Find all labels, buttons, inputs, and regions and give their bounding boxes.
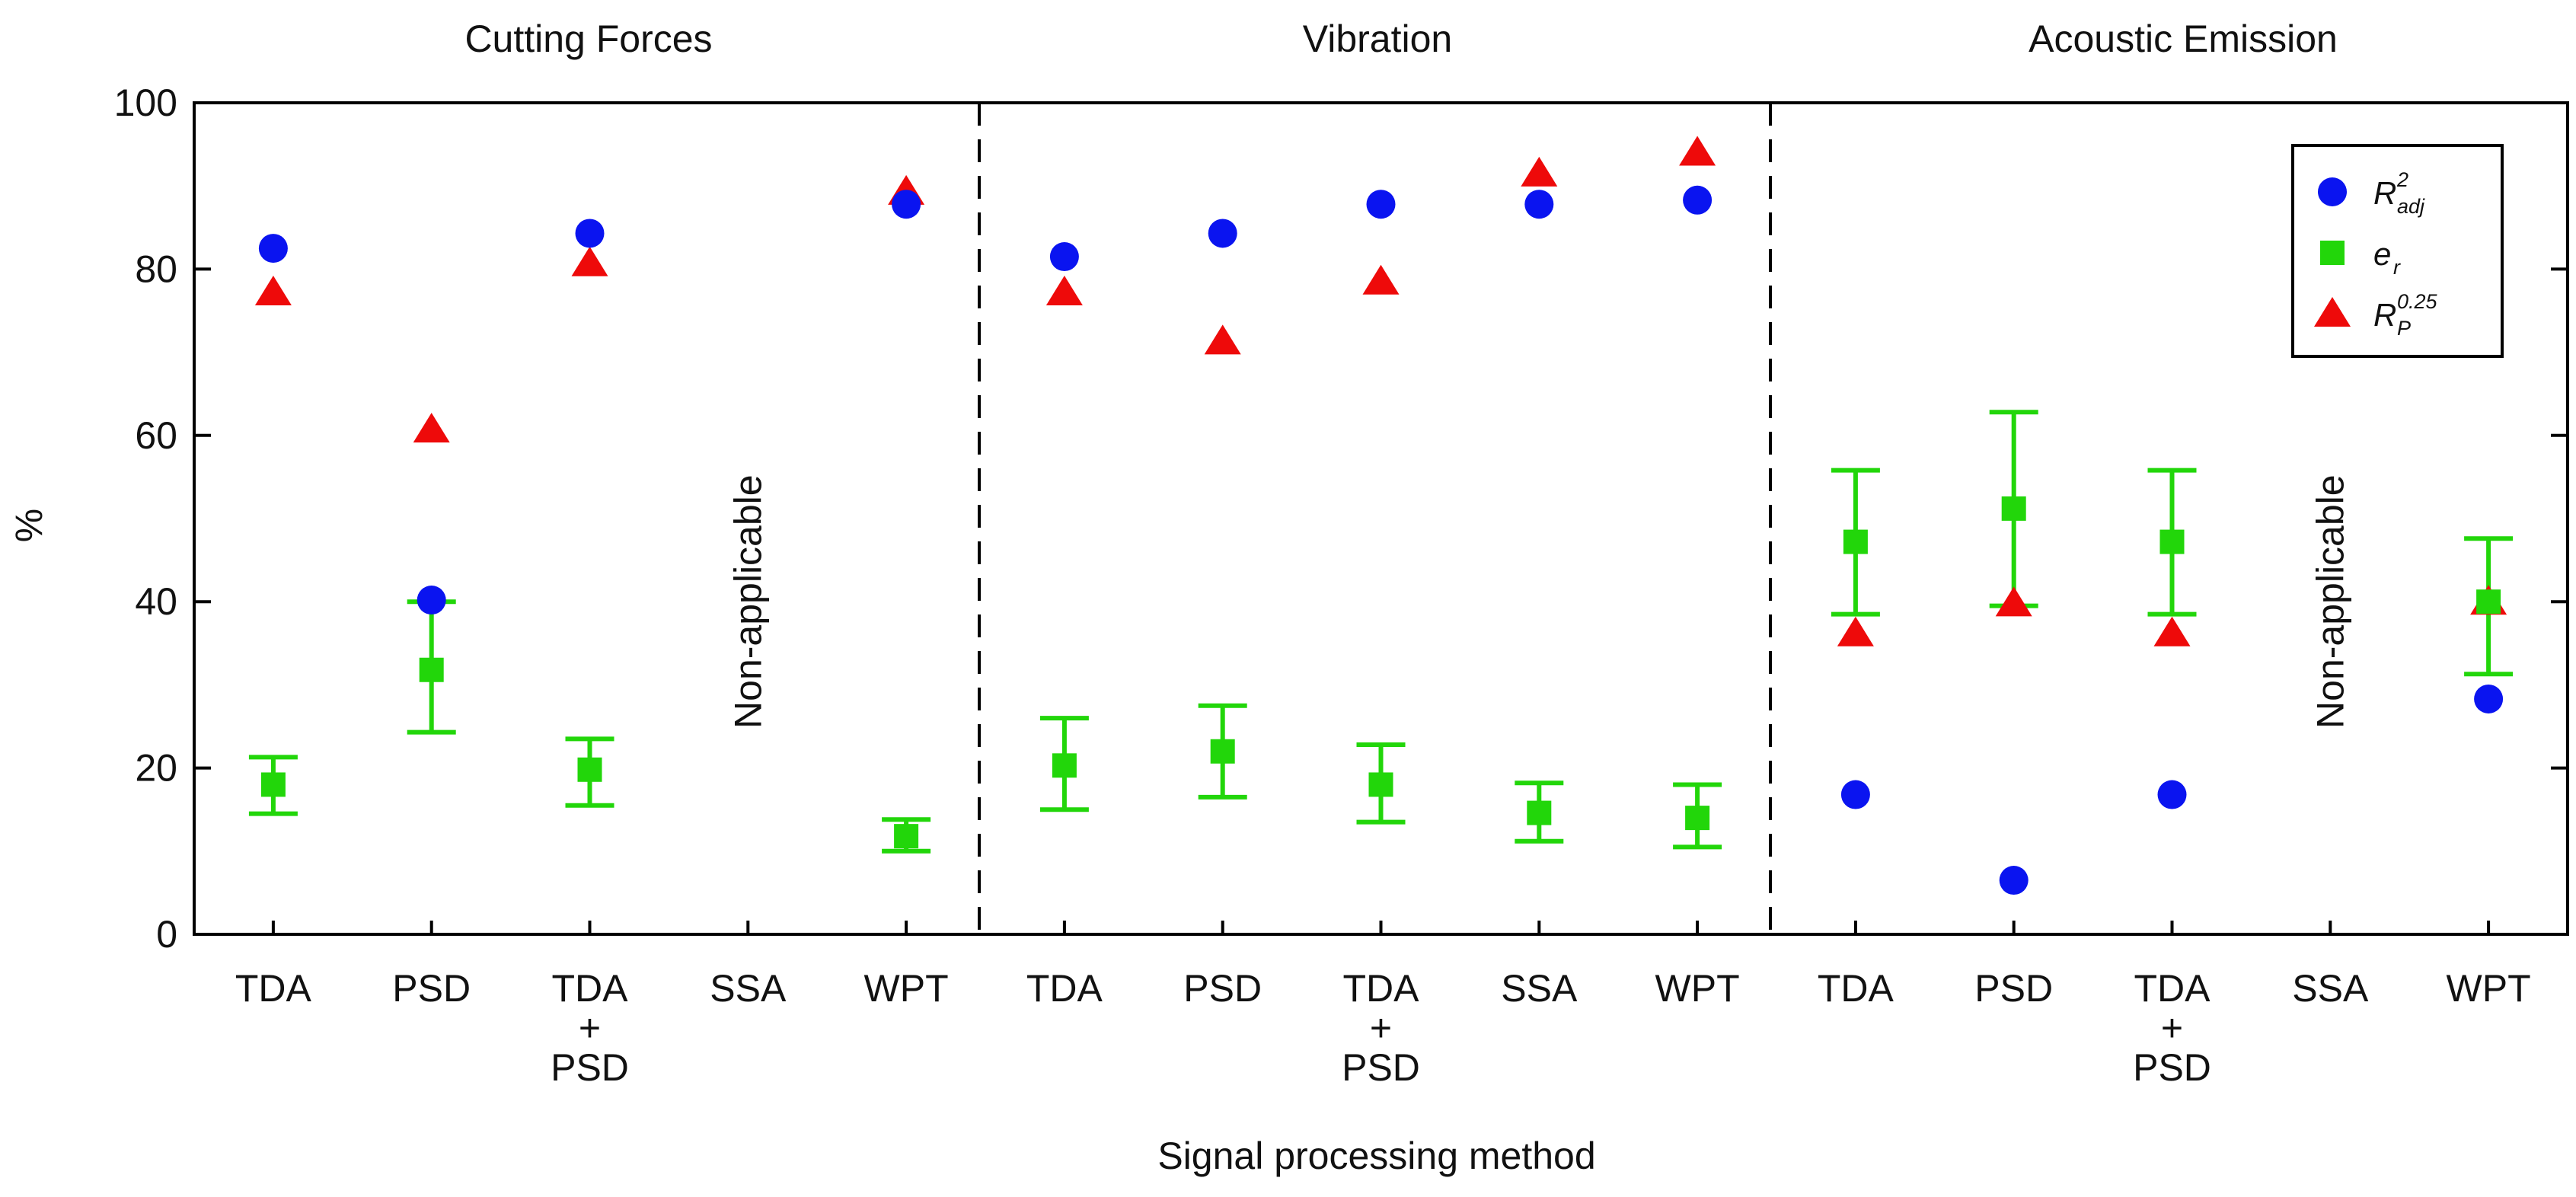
er-point: [1368, 772, 1393, 797]
rp-point: [413, 413, 450, 443]
x-tick-label: PSD: [1342, 1046, 1420, 1089]
y-tick-label: 100: [114, 81, 177, 124]
non-applicable-label: Non-applicable: [726, 474, 769, 729]
legend-label-sup: 2: [2396, 168, 2408, 191]
x-tick-label: +: [1370, 1007, 1392, 1049]
rp-point: [1679, 136, 1716, 166]
y-tick-label: 20: [135, 747, 177, 790]
x-tick-label: PSD: [392, 967, 471, 1010]
axes: 0 20 40 60 80 100: [114, 81, 2569, 956]
x-tick-label: SSA: [2292, 967, 2369, 1010]
r2adj-point: [1999, 866, 2029, 895]
legend-label-sup: 0.25: [2397, 290, 2438, 313]
group-title: Acoustic Emission: [2029, 18, 2338, 60]
data-marks: [248, 136, 2514, 895]
legend-label: e: [2373, 236, 2391, 272]
er-point: [1052, 753, 1077, 778]
rp-point: [1204, 324, 1241, 355]
rp-point: [254, 275, 292, 305]
legend-marker-circle: [2318, 177, 2347, 206]
x-tick-label: TDA: [235, 967, 312, 1010]
x-axis-title: Signal processing method: [1157, 1135, 1595, 1177]
er-point: [577, 757, 602, 782]
r2adj-point: [1683, 185, 1713, 215]
rp-point: [1045, 275, 1083, 305]
x-tick-label: +: [2161, 1007, 2183, 1049]
x-tick-label: PSD: [1183, 967, 1262, 1010]
er-point: [1210, 739, 1235, 764]
x-tick-label: WPT: [864, 967, 949, 1010]
separator-layer: [978, 103, 1772, 934]
group-title: Vibration: [1303, 18, 1452, 60]
x-tick-label: TDA: [1343, 967, 1420, 1010]
er-point: [2001, 496, 2026, 521]
x-tick-label: PSD: [551, 1046, 629, 1089]
x-tick-label: WPT: [2447, 967, 2531, 1010]
rp-point: [2153, 616, 2191, 646]
x-tick-label: TDA: [552, 967, 629, 1010]
r2adj-point: [1840, 780, 1870, 809]
group-title: Cutting Forces: [464, 18, 712, 60]
legend-label: R: [2373, 297, 2396, 333]
x-tick-label: TDA: [1026, 967, 1103, 1010]
legend-label-sub: adj: [2397, 195, 2425, 218]
r2adj-point: [2474, 684, 2504, 713]
y-tick-label: 60: [135, 414, 177, 457]
er-point: [1843, 529, 1868, 554]
y-tick-label: 40: [135, 580, 177, 623]
rp-point: [1837, 616, 1874, 646]
r2adj-point: [575, 219, 605, 248]
x-tick-label: PSD: [2133, 1046, 2211, 1089]
x-tick-label: TDA: [2134, 967, 2211, 1010]
r2adj-point: [892, 190, 921, 219]
r2adj-point: [1208, 219, 1237, 248]
er-point: [419, 657, 444, 682]
r2adj-point: [2157, 780, 2187, 809]
rp-point: [1995, 586, 2032, 617]
legend-label-sub: r: [2393, 256, 2401, 279]
y-tick-label: 0: [156, 913, 177, 956]
er-point: [1685, 806, 1710, 831]
rp-point: [1362, 264, 1400, 295]
non-applicable-label: Non-applicable: [2309, 474, 2351, 729]
r2adj-point: [1366, 190, 1396, 219]
er-point: [1527, 800, 1552, 825]
r2adj-point: [1049, 242, 1079, 272]
rp-point: [1521, 156, 1558, 187]
r2adj-point: [1524, 190, 1554, 219]
legend-label-sub: P: [2397, 317, 2411, 340]
er-point: [2159, 529, 2185, 554]
x-tick-label: SSA: [1501, 967, 1578, 1010]
legend-marker-square: [2320, 241, 2345, 265]
legend-marker-triangle: [2314, 297, 2351, 327]
x-tick-label: SSA: [710, 967, 787, 1010]
legend-label: R: [2373, 175, 2396, 211]
r2adj-point: [417, 586, 446, 615]
er-point: [260, 772, 286, 797]
x-tick-label: PSD: [1974, 967, 2053, 1010]
y-tick-label: 80: [135, 247, 177, 290]
y-axis-title: %: [8, 509, 50, 542]
er-point: [2476, 589, 2501, 614]
rp-point: [571, 246, 608, 276]
x-tick-label: TDA: [1818, 967, 1894, 1010]
x-tick-label: +: [579, 1007, 601, 1049]
r2adj-point: [258, 234, 288, 263]
er-point: [894, 824, 919, 849]
x-tick-label: WPT: [1655, 967, 1740, 1010]
